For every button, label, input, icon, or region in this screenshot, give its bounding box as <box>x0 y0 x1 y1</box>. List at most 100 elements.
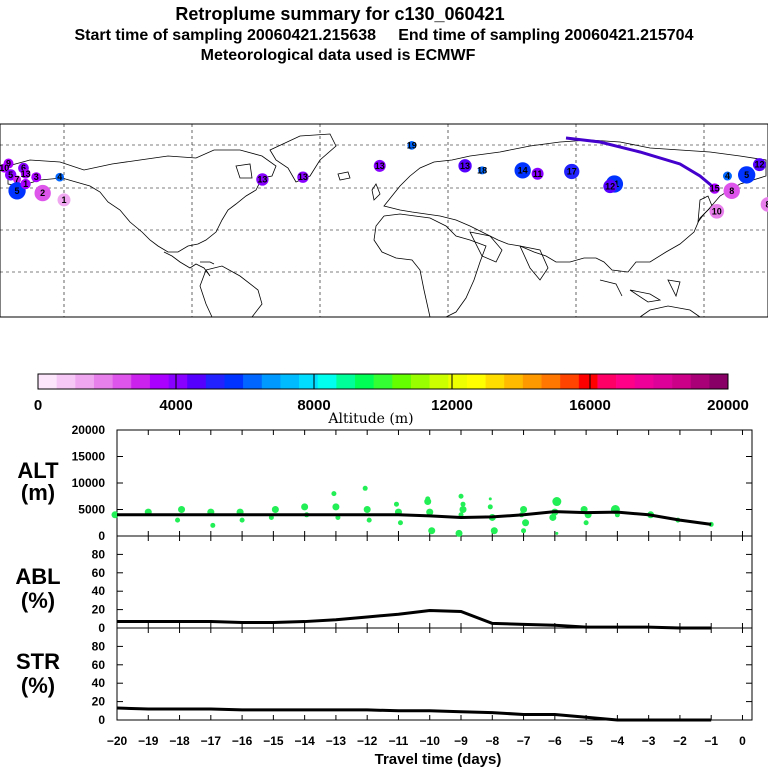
altitude-point <box>362 485 368 491</box>
colorbar-cell <box>56 374 76 389</box>
colorbar-cell <box>504 374 524 389</box>
colorbar-cell <box>149 374 169 389</box>
altitude-point <box>583 520 589 526</box>
x-tick-label: −18 <box>169 734 190 748</box>
map-marker-label: 2 <box>40 188 45 198</box>
map-marker-label: 8 <box>729 186 734 196</box>
colorbar-cell <box>187 374 207 389</box>
map-marker-label: 11 <box>533 169 543 179</box>
colorbar-cell <box>690 374 710 389</box>
altitude-point <box>301 503 309 511</box>
colorbar-cell <box>597 374 617 389</box>
colorbar-cell <box>634 374 654 389</box>
y-tick-label: 80 <box>92 547 106 561</box>
map-marker <box>256 173 269 186</box>
altitude-point <box>458 493 464 499</box>
map-marker-label: 14 <box>518 165 528 175</box>
map-marker <box>738 166 756 184</box>
x-tick-label: −8 <box>485 734 499 748</box>
y-tick-label: 0 <box>98 713 105 727</box>
x-tick-label: −1 <box>704 734 718 748</box>
colorbar-tick-label: 4000 <box>159 397 192 414</box>
colorbar-cell <box>672 374 692 389</box>
x-tick-label: −10 <box>420 734 441 748</box>
map-marker <box>20 168 31 179</box>
map-marker-label: 13 <box>257 174 267 184</box>
map-marker-label: 5 <box>744 170 749 180</box>
altitude-point <box>175 517 181 523</box>
map-marker-label: 10 <box>0 163 9 173</box>
x-tick-label: −17 <box>201 734 222 748</box>
colorbar-cell <box>410 374 430 389</box>
colorbar-cell <box>317 374 337 389</box>
map-marker <box>760 197 768 212</box>
page-title: Retroplume summary for c130_060421 <box>175 4 504 24</box>
altitude-point <box>490 527 498 535</box>
x-tick-label: −15 <box>263 734 284 748</box>
colorbar-cell <box>131 374 151 389</box>
altitude-point <box>332 503 340 511</box>
altitude-point <box>459 506 467 513</box>
x-axis-label: Travel time (days) <box>375 751 502 768</box>
altitude-point <box>520 506 528 513</box>
coastlines <box>7 133 767 318</box>
map-marker-label: 4 <box>57 172 62 182</box>
colorbar-cell <box>466 374 486 389</box>
altitude-point <box>460 501 466 507</box>
colorbar-tick-label: 16000 <box>569 397 611 414</box>
colorbar-cell <box>541 374 561 389</box>
altitude-point <box>363 506 371 513</box>
colorbar-cell <box>299 374 319 389</box>
map-marker <box>55 172 65 182</box>
map-marker-label: 12 <box>754 160 764 170</box>
map-marker-label: 10 <box>712 206 722 216</box>
abl-ylabel-unit: (%) <box>21 588 55 613</box>
map-marker <box>13 175 22 184</box>
colorbar-cell <box>392 374 412 389</box>
colorbar-cell <box>429 374 449 389</box>
colorbar-tick-label: 0 <box>34 397 42 414</box>
colorbar-cell <box>280 374 300 389</box>
map-marker <box>478 166 487 175</box>
x-tick-label: −9 <box>454 734 468 748</box>
map-marker-label: 15 <box>710 184 720 194</box>
altitude-point <box>366 517 372 523</box>
alt-panel-frame <box>116 429 753 537</box>
altitude-point <box>239 517 245 523</box>
trajectory-path <box>565 136 713 188</box>
map-marker <box>407 141 417 150</box>
colorbar-cell <box>373 374 393 389</box>
map-marker <box>297 171 309 183</box>
altitude-colorbar: 0 4000 8000 12000 16000 20000 Altitude (m) <box>34 373 749 427</box>
map-marker <box>709 203 725 219</box>
map-marker-label: 19 <box>407 140 417 150</box>
colorbar-cell <box>448 374 468 389</box>
x-tick-label: 0 <box>739 734 746 748</box>
altitude-point <box>555 531 559 535</box>
series-line <box>117 510 712 526</box>
map-marker <box>0 163 9 173</box>
map-marker-label: 7 <box>15 174 20 184</box>
altitude-point <box>111 511 119 519</box>
colorbar-cell <box>336 374 356 389</box>
map-marker <box>20 178 31 190</box>
map-marker-label: 6 <box>21 163 26 173</box>
y-tick-label: 20 <box>92 603 106 617</box>
x-tick-label: −13 <box>326 734 347 748</box>
altitude-point <box>393 501 399 507</box>
map-marker-label: 4 <box>725 171 730 181</box>
altitude-point <box>425 496 431 502</box>
x-tick-label: −16 <box>232 734 253 748</box>
x-tick-label: −14 <box>294 734 315 748</box>
y-tick-label: 40 <box>92 676 106 690</box>
colorbar-cell <box>75 374 95 389</box>
altitude-point <box>178 506 186 513</box>
map-marker <box>514 162 531 179</box>
abl-panel-frame <box>116 535 753 629</box>
altitude-point <box>455 529 463 537</box>
altitude-point <box>521 528 527 534</box>
map-marker <box>722 171 732 181</box>
map-markers: 9106513374521113131313111918171411124512… <box>0 140 768 219</box>
colorbar-cell <box>261 374 281 389</box>
x-tick-label: −5 <box>579 734 593 748</box>
